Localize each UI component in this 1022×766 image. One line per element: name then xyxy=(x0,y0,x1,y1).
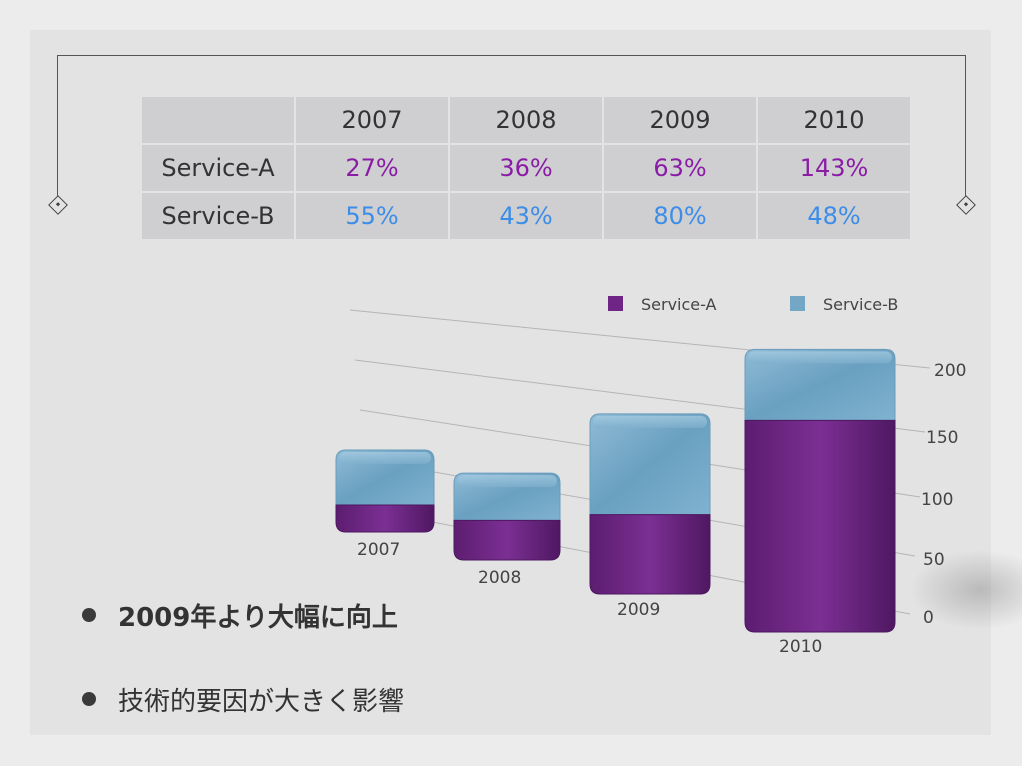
table-cell: 36% xyxy=(450,145,602,191)
y-tick-label: 200 xyxy=(934,361,966,381)
table-header-cell: 2008 xyxy=(450,97,602,143)
table-cell: 143% xyxy=(758,145,910,191)
bullet-dot-icon xyxy=(82,608,96,622)
bar-service-b xyxy=(589,413,711,516)
bullet-item: 2009年より大幅に向上 xyxy=(82,590,404,640)
bar-top-highlight xyxy=(457,475,557,488)
table-cell: 63% xyxy=(604,145,756,191)
legend-label: Service-A xyxy=(641,295,717,314)
table-header-cell xyxy=(142,97,294,143)
bar-service-a xyxy=(335,504,435,533)
table-cell: 43% xyxy=(450,193,602,239)
y-tick-label: 0 xyxy=(923,608,934,628)
table-row: Service-A 27% 36% 63% 143% xyxy=(142,145,910,191)
bar-top-highlight xyxy=(593,415,707,428)
bar-service-a xyxy=(589,514,711,595)
chart-legend: Service-A Service-B xyxy=(608,295,898,314)
bar-top-highlight xyxy=(748,351,892,364)
legend-label: Service-B xyxy=(823,295,898,314)
table-cell: 55% xyxy=(296,193,448,239)
legend-swatch xyxy=(608,296,623,311)
table-header-cell: 2009 xyxy=(604,97,756,143)
frame-right-line xyxy=(965,55,966,197)
bar-top-highlight xyxy=(339,452,431,464)
bullet-text: 2009年より大幅に向上 xyxy=(118,602,398,633)
bars xyxy=(335,348,896,633)
table-header-cell: 2007 xyxy=(296,97,448,143)
data-table: 2007 2008 2009 2010 Service-A 27% 36% 63… xyxy=(140,95,912,241)
frame-top-line xyxy=(57,55,966,56)
y-tick-label: 100 xyxy=(921,490,953,510)
table-row-label: Service-B xyxy=(142,193,294,239)
y-tick-label: 50 xyxy=(923,550,945,570)
bullet-dot-icon xyxy=(82,692,96,706)
x-tick-label: 2008 xyxy=(478,568,521,588)
table-header-cell: 2010 xyxy=(758,97,910,143)
x-tick-label: 2007 xyxy=(357,540,400,560)
drop-shadow xyxy=(910,550,1022,630)
x-tick-label: 2009 xyxy=(617,600,660,620)
table-row: Service-B 55% 43% 80% 48% xyxy=(142,193,910,239)
frame-left-line xyxy=(57,55,58,197)
table-cell: 80% xyxy=(604,193,756,239)
table-row-label: Service-A xyxy=(142,145,294,191)
bar-service-b xyxy=(744,348,896,421)
x-tick-label: 2010 xyxy=(779,637,822,657)
bullet-text: 技術的要因が大きく影響 xyxy=(118,686,405,717)
legend-swatch xyxy=(790,296,805,311)
bar-service-a xyxy=(453,519,561,561)
table-header-row: 2007 2008 2009 2010 xyxy=(142,97,910,143)
bullet-item: 技術的要因が大きく影響 xyxy=(82,674,404,724)
y-tick-label: 150 xyxy=(926,428,958,448)
table-cell: 27% xyxy=(296,145,448,191)
bullet-list: 2009年より大幅に向上 技術的要因が大きく影響 xyxy=(82,590,404,758)
bar-shadow xyxy=(910,550,1022,630)
chart-labels: 0 50 100 150 200 2007 2008 2009 2010 xyxy=(357,361,966,657)
bar-service-a xyxy=(744,419,896,633)
table-cell: 48% xyxy=(758,193,910,239)
